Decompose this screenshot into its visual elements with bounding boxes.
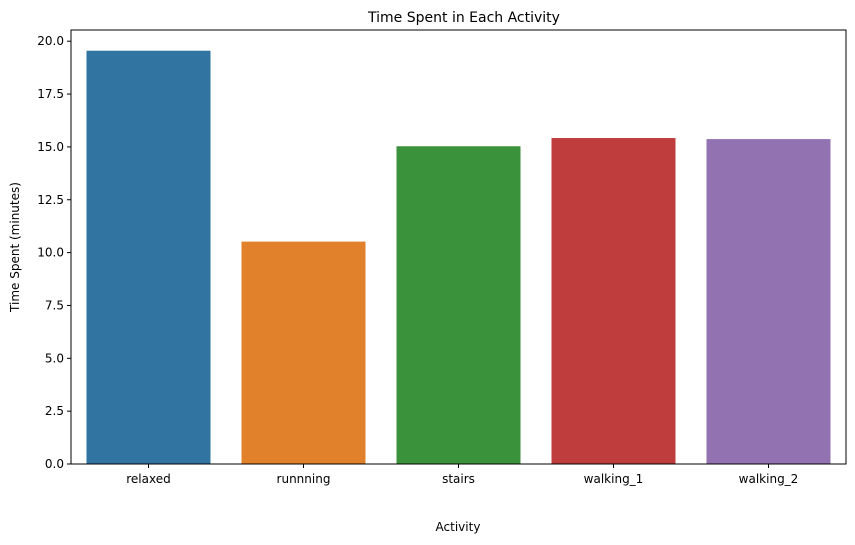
x-tick-label: relaxed — [126, 472, 170, 486]
x-tick-label: walking_1 — [584, 472, 644, 486]
chart-title: Time Spent in Each Activity — [367, 10, 560, 26]
y-tick-label: 10.0 — [37, 246, 64, 260]
y-tick-label: 0.0 — [45, 457, 64, 471]
bar-runnning — [241, 241, 366, 464]
x-axis: relaxed runnning stairs walking_1 walking_2 — [126, 464, 798, 486]
bar-walking_2 — [706, 139, 831, 464]
y-tick-label: 2.5 — [45, 404, 64, 418]
y-tick-label: 17.5 — [37, 87, 64, 101]
bar-stairs — [396, 146, 521, 465]
y-tick-label: 15.0 — [37, 140, 64, 154]
x-tick-label: walking_2 — [739, 472, 799, 486]
x-axis-label: Activity — [436, 520, 481, 534]
y-tick-label: 7.5 — [45, 298, 64, 312]
bar-relaxed — [86, 50, 211, 464]
y-axis-label: Time Spent (minutes) — [8, 182, 22, 313]
y-axis: 0.0 2.5 5.0 7.5 10.0 12.5 15.0 17.5 20.0 — [37, 34, 71, 471]
plot-frame — [70, 29, 847, 465]
bars-group — [86, 50, 831, 465]
x-tick-label: stairs — [442, 472, 475, 486]
y-tick-label: 5.0 — [45, 351, 64, 365]
x-tick-label: runnning — [277, 472, 331, 486]
bar-walking_1 — [551, 138, 676, 464]
y-tick-label: 20.0 — [37, 34, 64, 48]
y-tick-label: 12.5 — [37, 193, 64, 207]
